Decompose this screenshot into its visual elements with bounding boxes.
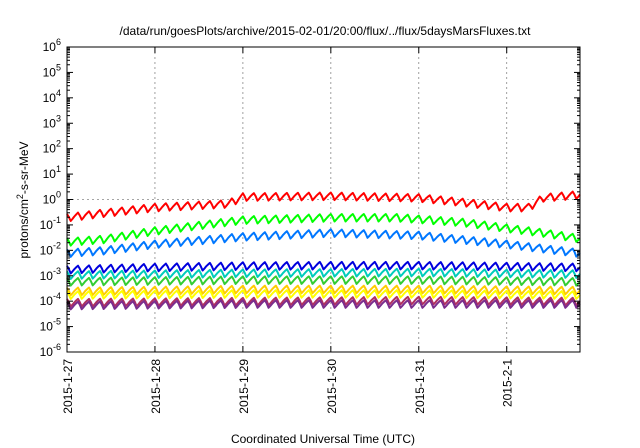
y-tick-label: 10-3 [40,266,61,283]
x-tick-label: 2015-1-30 [325,359,339,414]
series-line-8 [66,289,581,300]
series-line-1 [66,190,581,222]
x-axis-label: Coordinated Universal Time (UTC) [231,432,415,446]
series-line-4 [66,260,581,275]
y-tick-label: 103 [43,113,61,130]
x-tick-label: 2015-1-29 [237,359,251,414]
x-axis: 2015-1-27 2015-1-28 2015-1-29 2015-1-30 2015… [61,47,515,414]
y-tick-label: 104 [43,88,61,105]
series-line-2 [66,213,581,247]
x-tick-label: 2015-1-28 [149,359,163,414]
y-tick-label: 102 [43,139,61,156]
y-tick-label: 10-5 [40,317,61,334]
y-tick-label: 10-1 [40,215,61,232]
series-line-5 [66,267,581,280]
chart-title: /data/run/goesPlots/archive/2015-02-01/2… [120,24,532,38]
y-tick-label: 106 [43,37,61,54]
y-tick-label: 10-2 [40,240,61,257]
y-tick-label: 10-4 [40,291,61,308]
x-tick-label: 2015-1-27 [61,359,75,414]
y-axis-label-exponent: 2 [15,194,25,199]
series-layer [66,190,581,311]
y-tick-label: 105 [43,62,61,79]
series-line-6 [66,275,581,287]
y-tick-label: 100 [43,190,61,207]
x-tick-label: 2015-1-31 [413,359,427,414]
y-tick-label: 10-6 [40,342,61,359]
y-axis-label: protons/cm2-s-sr-MeV [15,141,31,258]
y-axis: 10-6 10-5 10-4 10-3 10-2 10-1 100 101 102 103 104 1… [40,37,580,359]
x-tick-label: 2015-2-1 [501,359,515,407]
series-line-9 [66,295,581,308]
y-axis-label-rest: -s-sr-MeV [17,141,31,194]
series-line-3 [66,228,581,258]
series-line-10 [66,299,581,311]
y-axis-label-base: protons/cm [17,199,31,258]
series-line-7 [66,284,581,297]
y-tick-label: 101 [43,164,61,181]
